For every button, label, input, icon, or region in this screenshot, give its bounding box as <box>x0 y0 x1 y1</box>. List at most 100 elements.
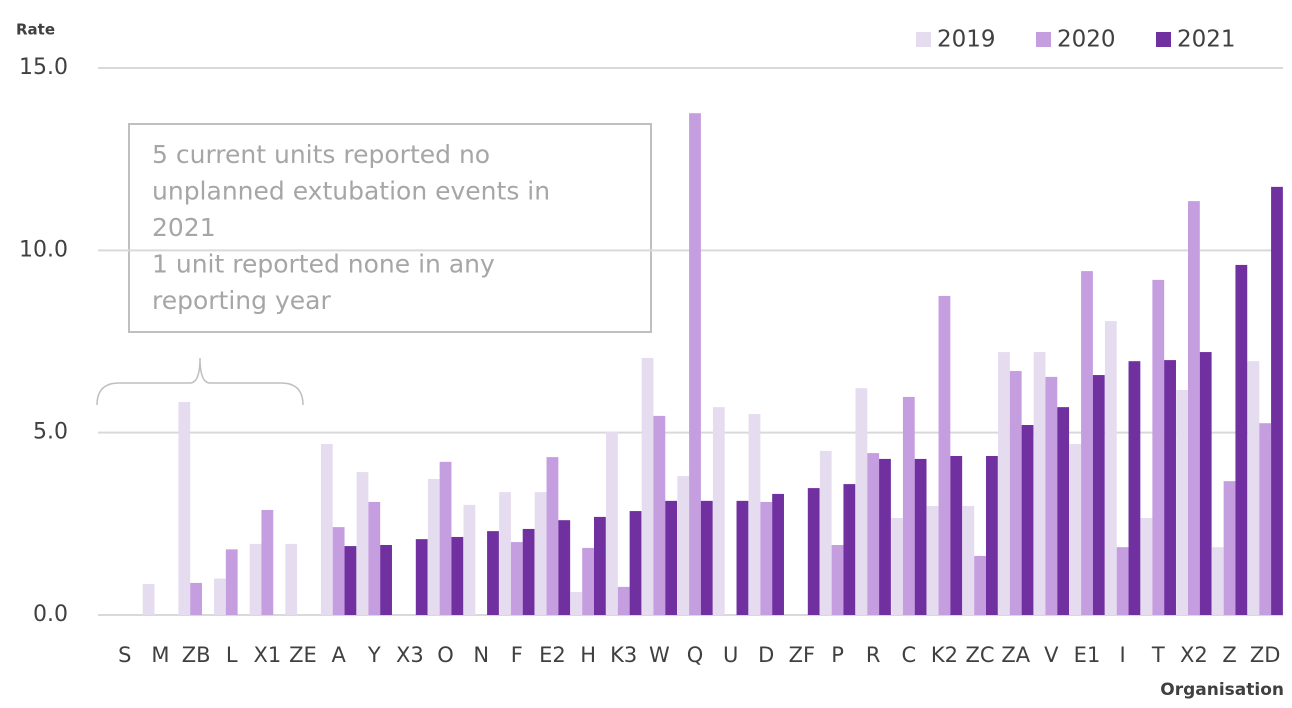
bar <box>1164 360 1176 615</box>
bar <box>534 492 547 615</box>
bar <box>320 443 333 615</box>
bar <box>843 484 856 615</box>
x-tick-label: K2 <box>931 643 958 667</box>
x-tick-label: N <box>473 643 489 667</box>
y-axis-label: Rate <box>16 21 55 39</box>
bar <box>522 528 535 615</box>
bar <box>831 544 844 615</box>
x-tick-label: X2 <box>1180 643 1208 667</box>
bar <box>463 504 476 615</box>
x-tick-label: X3 <box>396 643 424 667</box>
x-tick-label: A <box>331 643 346 667</box>
bar <box>451 536 464 615</box>
bar <box>1021 425 1034 615</box>
annotation-text: 2021 <box>152 213 216 242</box>
x-axis-label: Organisation <box>1160 680 1284 700</box>
y-tick-label: 5.0 <box>33 420 68 445</box>
legend-label: 2020 <box>1057 27 1116 53</box>
bar <box>606 431 618 615</box>
bar <box>998 352 1010 615</box>
bar <box>712 407 725 615</box>
bar <box>1211 547 1224 615</box>
bar <box>914 458 927 615</box>
bar <box>891 517 903 615</box>
bar <box>879 458 891 615</box>
y-tick-label: 15.0 <box>19 55 68 80</box>
bar <box>249 543 262 615</box>
bar <box>617 586 630 615</box>
x-tick-label: L <box>226 643 238 667</box>
bar <box>1188 201 1200 615</box>
x-tick-label: E1 <box>1074 643 1101 667</box>
bar <box>1009 371 1022 615</box>
y-tick-label: 0.0 <box>33 602 68 627</box>
annotation-text: reporting year <box>152 286 331 315</box>
bar <box>677 476 690 615</box>
x-tick-label: Y <box>367 643 381 667</box>
x-tick-label: Q <box>687 643 704 667</box>
bar <box>415 539 428 615</box>
bar <box>582 547 594 615</box>
annotation-text: unplanned extubation events in <box>152 177 550 206</box>
bar <box>772 493 784 615</box>
x-tick-label: I <box>1120 643 1126 667</box>
bar <box>1223 481 1236 615</box>
legend-swatch <box>916 32 931 47</box>
bracket <box>96 357 304 406</box>
bar <box>510 542 523 615</box>
annotation-text: 5 current units reported no <box>152 140 490 169</box>
bar <box>1104 321 1117 615</box>
bar <box>1247 361 1260 615</box>
x-tick-label: K3 <box>610 643 637 667</box>
bar <box>1259 423 1272 615</box>
x-tick-label: ZD <box>1250 643 1281 667</box>
x-tick-label: Z <box>1222 643 1236 667</box>
bar <box>641 357 654 615</box>
x-tick-label: F <box>511 643 523 667</box>
bar <box>344 546 357 615</box>
bar <box>558 520 571 615</box>
bar <box>368 501 381 615</box>
bar <box>950 456 963 615</box>
bar <box>1140 517 1153 615</box>
x-tick-label: W <box>649 643 670 667</box>
bar <box>1152 279 1165 615</box>
bar <box>1081 271 1093 615</box>
bar <box>178 402 191 615</box>
bar <box>760 501 773 615</box>
bar <box>1033 352 1046 615</box>
bar <box>499 492 511 615</box>
bar <box>736 500 749 615</box>
bar <box>819 450 832 615</box>
legend-swatch <box>1036 32 1051 47</box>
annotation-box <box>128 123 652 333</box>
bar <box>1199 352 1212 615</box>
x-tick-label: S <box>118 643 131 667</box>
bar <box>1176 390 1189 615</box>
x-tick-label: ZF <box>789 643 815 667</box>
annotation-text: 1 unit reported none in any <box>152 250 495 279</box>
bar <box>261 509 274 615</box>
x-tick-label: D <box>758 643 774 667</box>
bar <box>214 578 226 615</box>
bar <box>1057 407 1070 615</box>
bar <box>807 488 820 615</box>
x-tick-label: V <box>1044 643 1059 667</box>
bar <box>1235 264 1248 615</box>
bar <box>332 527 345 615</box>
bar <box>962 505 975 615</box>
bar <box>629 511 642 615</box>
x-tick-label: C <box>901 643 916 667</box>
x-tick-label: E2 <box>539 643 566 667</box>
x-tick-label: O <box>437 643 454 667</box>
x-tick-label: H <box>580 643 596 667</box>
bar <box>748 414 761 615</box>
x-tick-label: T <box>1151 643 1165 667</box>
x-tick-label: U <box>723 643 738 667</box>
bar <box>665 500 678 615</box>
x-tick-label: R <box>866 643 881 667</box>
bar <box>190 582 202 615</box>
bar <box>225 549 238 615</box>
